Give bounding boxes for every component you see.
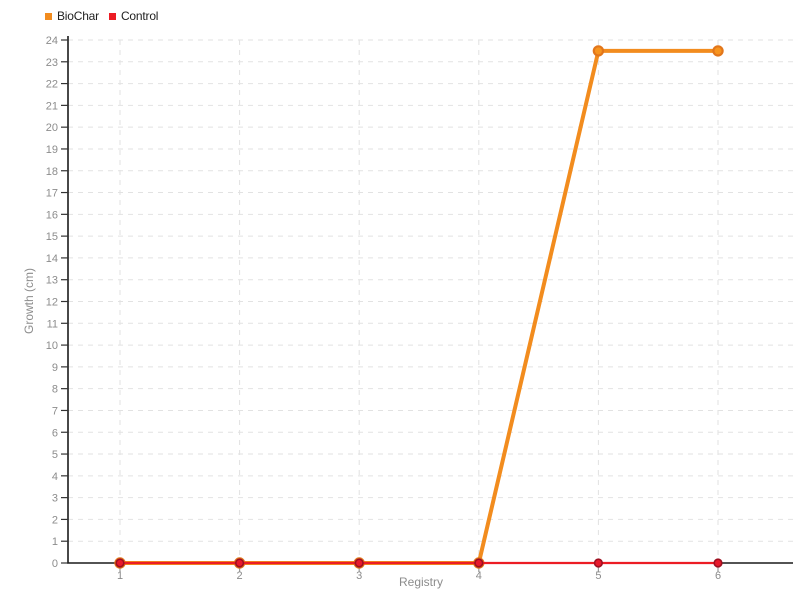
y-tick-label: 8: [52, 384, 58, 396]
data-point-control: [593, 558, 604, 568]
y-tick-label: 10: [46, 340, 58, 352]
x-tick-label: 2: [237, 570, 243, 582]
y-tick-label: 13: [46, 275, 58, 287]
y-tick-label: 11: [47, 318, 58, 330]
y-tick-label: 22: [46, 79, 58, 91]
data-point-control: [115, 558, 125, 568]
x-tick-label: 1: [117, 570, 123, 582]
y-tick-label: 0: [52, 558, 58, 570]
y-tick-label: 21: [46, 100, 58, 112]
series-line-biochar: [118, 48, 720, 565]
y-tick-label: 3: [52, 493, 58, 505]
y-tick-label: 2: [52, 514, 58, 526]
data-point-control: [235, 558, 245, 568]
y-tick-label: 5: [52, 449, 58, 461]
y-tick-label: 4: [52, 471, 58, 483]
y-tick-label: 14: [46, 253, 58, 265]
x-tick-label: 6: [715, 570, 721, 582]
data-point-biochar: [712, 45, 724, 57]
y-tick-label: 15: [46, 231, 58, 243]
legend-swatch-biochar-icon: [45, 12, 52, 20]
legend-item-biochar[interactable]: BioChar: [45, 10, 99, 22]
x-axis-title: Registry: [399, 575, 443, 589]
legend-swatch-control-icon: [108, 12, 116, 20]
legend-item-control[interactable]: Control: [108, 9, 159, 23]
x-tick-label: 5: [595, 570, 601, 582]
data-point-control: [474, 558, 484, 568]
y-tick-label: 6: [52, 427, 58, 439]
y-tick-label: 24: [46, 35, 58, 47]
y-tick-label: 12: [46, 297, 58, 309]
y-axis-title: Growth (cm): [22, 268, 36, 334]
legend-label-biochar: BioChar: [57, 9, 99, 23]
x-tick-label: 4: [476, 570, 482, 582]
y-tick-label: 19: [46, 144, 58, 156]
y-tick-label: 9: [52, 362, 58, 374]
y-tick-label: 20: [46, 122, 58, 134]
data-point-control: [713, 558, 723, 568]
data-point-control: [354, 558, 364, 568]
x-tick-label: 3: [356, 570, 362, 582]
data-point-biochar: [592, 45, 605, 57]
y-tick-label: 1: [52, 536, 58, 548]
chart-legend: BioChar Control: [45, 10, 158, 22]
y-tick-label: 7: [52, 405, 58, 417]
y-tick-label: 17: [46, 188, 58, 200]
y-tick-label: 18: [46, 166, 58, 178]
y-tick-label: 23: [46, 57, 58, 69]
legend-label-control: Control: [120, 9, 159, 23]
y-tick-label: 16: [46, 209, 58, 221]
